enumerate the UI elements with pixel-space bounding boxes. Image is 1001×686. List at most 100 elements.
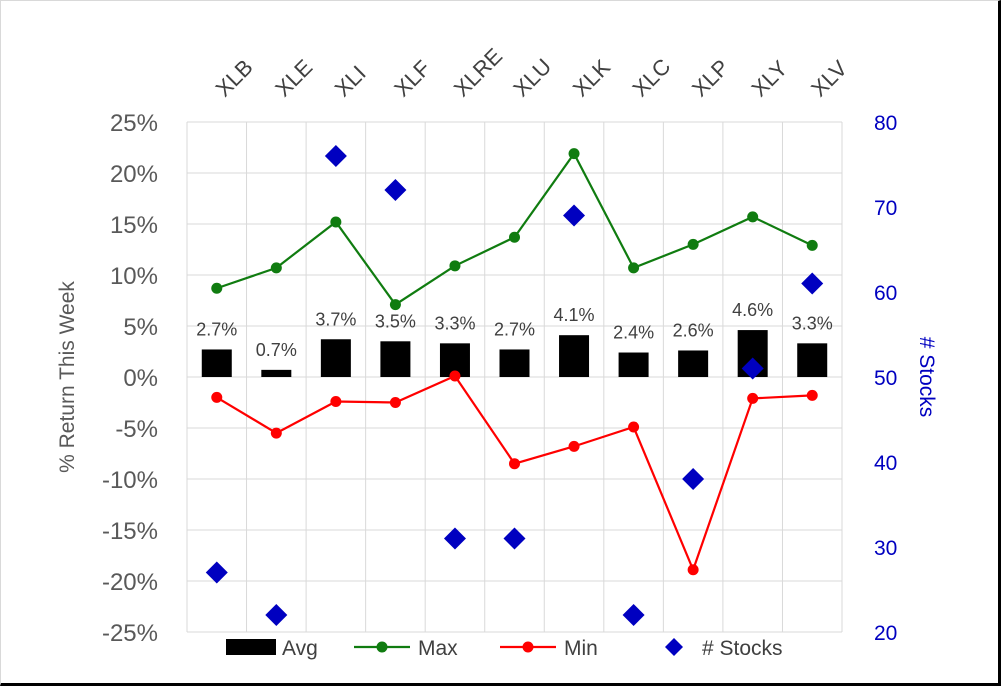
right-axis-tick-label: 50 — [874, 367, 897, 390]
right-axis-tick-labels: 80 70 60 50 40 30 20 — [874, 112, 897, 645]
min-point — [330, 395, 342, 407]
y2-axis-title: # Stocks — [915, 337, 938, 418]
right-axis-tick-label: 30 — [874, 537, 897, 560]
right-axis-tick-label: 20 — [874, 622, 897, 645]
avg-data-label: 3.7% — [315, 309, 356, 329]
left-axis-tick-label: 20% — [110, 161, 158, 188]
legend-avg-label: Avg — [282, 637, 318, 660]
avg-bar — [201, 349, 232, 377]
avg-data-label: 4.1% — [554, 305, 595, 325]
stocks-point — [622, 604, 645, 626]
stocks-point — [801, 272, 824, 295]
legend-stocks-label: # Stocks — [702, 637, 783, 660]
min-point — [389, 397, 401, 408]
category-tick-labels: XLB XLE XLI XLF XLRE XLU XLK XLC XLP XLY XLV — [211, 43, 853, 101]
max-point — [747, 211, 759, 223]
avg-bar — [618, 352, 649, 377]
category-tick-label: XLB — [211, 54, 258, 101]
left-axis-tick-label: 15% — [110, 212, 158, 239]
left-axis-tick-label: -10% — [102, 467, 158, 494]
left-axis-tick-labels: 25% 20% 15% 10% 5% 0% -5% -10% -15% -20% -25% — [102, 110, 158, 647]
min-point — [628, 421, 640, 433]
max-point — [330, 216, 342, 228]
legend-stocks-swatch — [665, 638, 683, 656]
avg-bar — [320, 339, 351, 377]
right-axis-tick-label: 40 — [874, 452, 897, 475]
avg-data-label: 2.6% — [673, 320, 714, 340]
right-axis-tick-label: 60 — [874, 282, 897, 305]
stocks-point — [682, 468, 705, 490]
avg-bar — [499, 349, 530, 377]
avg-data-label: 2.4% — [613, 323, 654, 343]
legend: Avg Max Min # Stocks — [226, 637, 783, 660]
stocks-point — [443, 527, 466, 550]
min-point — [806, 389, 818, 401]
left-axis-tick-label: -20% — [102, 569, 158, 596]
min-point — [687, 564, 699, 576]
legend-max-label: Max — [418, 637, 458, 660]
left-axis-tick-label: -25% — [102, 620, 158, 647]
left-axis-tick-label: 5% — [123, 314, 158, 341]
avg-data-labels: 2.7% 0.7% 3.7% 3.5% 3.3% 2.7% 4.1% 2.4% 2.6% 4.6%… — [196, 300, 832, 360]
stocks-point — [384, 179, 407, 201]
avg-bar — [797, 343, 828, 377]
series-points — [205, 145, 824, 626]
left-axis-tick-label: -15% — [102, 518, 158, 545]
max-point — [687, 238, 699, 250]
stocks-point — [563, 204, 586, 227]
avg-data-label: 3.5% — [375, 311, 416, 331]
max-point — [389, 299, 401, 311]
left-axis-tick-label: 10% — [110, 263, 158, 290]
max-point — [211, 282, 223, 294]
y-axis-title: % Return This Week — [56, 281, 79, 473]
min-point — [211, 391, 223, 403]
legend-min-label: Min — [564, 637, 598, 660]
category-tick-label: XLE — [270, 54, 317, 101]
category-tick-label: XLV — [806, 55, 852, 101]
gridlines — [186, 121, 843, 633]
max-point — [270, 262, 282, 274]
max-point — [449, 260, 461, 272]
category-tick-label: XLK — [568, 54, 615, 101]
category-tick-label: XLU — [508, 54, 556, 102]
legend-avg-swatch — [226, 639, 276, 655]
right-axis-tick-label: 80 — [874, 112, 897, 135]
min-point — [747, 392, 759, 404]
right-axis-tick-label: 70 — [874, 197, 897, 220]
left-axis-tick-label: 0% — [123, 365, 158, 392]
min-point — [449, 370, 461, 382]
stocks-point — [205, 561, 228, 584]
category-tick-label: XLI — [330, 61, 371, 102]
legend-min-swatch-marker — [522, 641, 534, 653]
avg-data-label: 0.7% — [256, 340, 297, 360]
avg-data-label: 4.6% — [732, 300, 773, 320]
avg-data-label: 3.3% — [434, 313, 475, 333]
stocks-point — [324, 145, 347, 167]
min-point — [568, 440, 580, 452]
min-point — [509, 458, 520, 470]
stocks-point — [265, 604, 288, 626]
category-tick-label: XLF — [389, 55, 435, 101]
category-tick-label: XLY — [747, 55, 793, 101]
left-axis-tick-label: 25% — [110, 110, 158, 137]
stocks-point — [503, 527, 526, 550]
avg-bar — [380, 341, 411, 377]
avg-bar — [261, 369, 292, 377]
avg-bar — [559, 335, 590, 377]
left-axis-tick-label: -5% — [115, 416, 158, 443]
avg-data-label: 3.3% — [792, 313, 833, 333]
legend-max-swatch-marker — [376, 641, 388, 653]
avg-data-label: 2.7% — [494, 319, 535, 339]
category-tick-label: XLP — [687, 54, 734, 101]
max-point — [628, 262, 640, 274]
max-point — [806, 239, 818, 251]
min-point — [270, 427, 282, 439]
category-tick-label: XLC — [627, 54, 675, 102]
max-point — [568, 148, 580, 160]
category-tick-label: XLRE — [449, 43, 507, 101]
max-point — [509, 231, 520, 243]
stocks-point — [741, 357, 764, 380]
avg-bar — [678, 350, 709, 377]
